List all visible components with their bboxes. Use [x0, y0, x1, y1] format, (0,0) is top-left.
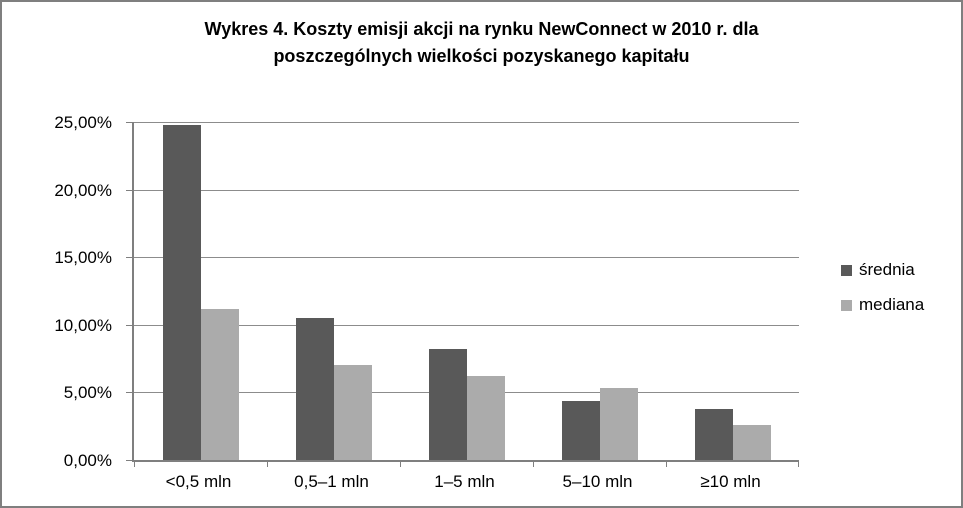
bar-mediana [333, 365, 372, 460]
x-axis-category-label: 1–5 mln [434, 472, 495, 491]
bar-mediana [466, 376, 505, 460]
legend-swatch-mediana-icon [841, 299, 852, 311]
legend-item-mediana: mediana [841, 295, 924, 315]
legend-label-srednia: średnia [859, 260, 915, 279]
y-axis-tick [126, 324, 132, 326]
y-axis-tick-label: 5,00% [63, 383, 112, 403]
chart-title: Wykres 4. Koszty emisji akcji na rynku N… [2, 16, 961, 70]
gridline [134, 257, 799, 259]
y-axis-tick-label: 20,00% [54, 180, 112, 200]
y-axis-tick [126, 460, 132, 461]
bar-group [666, 122, 799, 460]
plot-area [126, 122, 799, 467]
legend-item-srednia: średnia [841, 260, 924, 280]
bar-srednia [295, 318, 334, 460]
y-axis-tick-label: 15,00% [54, 248, 112, 268]
y-axis-tick-label: 10,00% [54, 315, 112, 335]
x-axis-tick [798, 460, 799, 467]
legend: średnia mediana [841, 260, 924, 315]
chart-title-line-1: Wykres 4. Koszty emisji akcji na rynku N… [204, 19, 759, 39]
legend-label-mediana: mediana [859, 295, 925, 314]
legend-swatch-srednia-icon [841, 264, 852, 276]
bar-srednia [428, 349, 467, 460]
chart-title-line-2: poszczególnych wielkości pozyskanego kap… [273, 46, 690, 66]
y-axis-tick [126, 257, 132, 259]
gridline [134, 189, 799, 191]
x-axis-category-label: 5–10 mln [562, 472, 633, 491]
bar-group [134, 122, 267, 460]
bar-group [400, 122, 533, 460]
y-axis-tick [126, 122, 132, 123]
bar-mediana [200, 308, 239, 460]
bar-group [267, 122, 400, 460]
bar-srednia [694, 408, 733, 460]
y-axis-tick-label: 25,00% [54, 113, 112, 132]
bar-mediana [599, 388, 638, 460]
x-axis-category-label: <0,5 mln [165, 472, 232, 491]
y-axis-tick [126, 189, 132, 191]
x-axis-tick [533, 460, 534, 467]
x-axis-tick [666, 460, 667, 467]
y-axis-tick [126, 392, 132, 394]
gridline [134, 122, 799, 123]
x-axis-category-label: 0,5–1 mln [294, 472, 369, 491]
x-axis-category-label: ≥10 mln [700, 472, 761, 491]
gridline [134, 324, 799, 326]
bar-group [533, 122, 666, 460]
bar-mediana [732, 424, 771, 460]
x-axis-tick [267, 460, 268, 467]
bar-srednia [162, 124, 201, 460]
x-axis-tick [400, 460, 401, 467]
bar-srednia [561, 400, 600, 460]
x-axis-tick [134, 460, 135, 467]
y-axis-tick-label: 0,00% [63, 451, 112, 470]
